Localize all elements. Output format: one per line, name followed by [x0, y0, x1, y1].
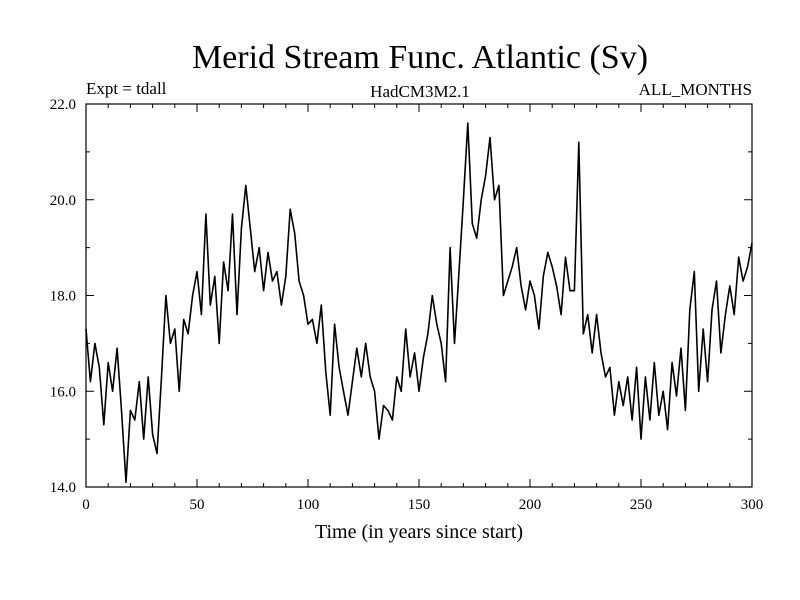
tick-marks — [85, 103, 753, 488]
x-tick-label: 300 — [741, 497, 764, 513]
x-tick-label: 0 — [82, 497, 90, 513]
annotation-months: ALL_MONTHS — [639, 80, 752, 99]
y-tick-label: 14.0 — [50, 480, 76, 496]
x-tick-label: 100 — [297, 497, 320, 513]
y-tick-label: 18.0 — [50, 289, 76, 305]
x-tick-label: 150 — [408, 497, 431, 513]
tick-labels: 0 50 100 150 200 250 300 14.0 16.0 18.0 20.0 22.0 — [50, 97, 764, 513]
annotation-model: HadCM3M2.1 — [370, 82, 470, 101]
x-tick-label: 50 — [190, 497, 205, 513]
y-tick-label: 20.0 — [50, 193, 76, 209]
plot-frame — [85, 103, 753, 488]
x-tick-label: 200 — [519, 497, 542, 513]
x-tick-label: 250 — [630, 497, 653, 513]
x-axis-title: Time (in years since start) — [315, 521, 523, 543]
annotation-expt: Expt = tdall — [86, 79, 167, 98]
y-tick-label: 16.0 — [50, 384, 76, 400]
series-line — [85, 122, 753, 483]
chart-title: Merid Stream Func. Atlantic (Sv) — [192, 39, 648, 76]
y-tick-label: 22.0 — [50, 97, 76, 113]
